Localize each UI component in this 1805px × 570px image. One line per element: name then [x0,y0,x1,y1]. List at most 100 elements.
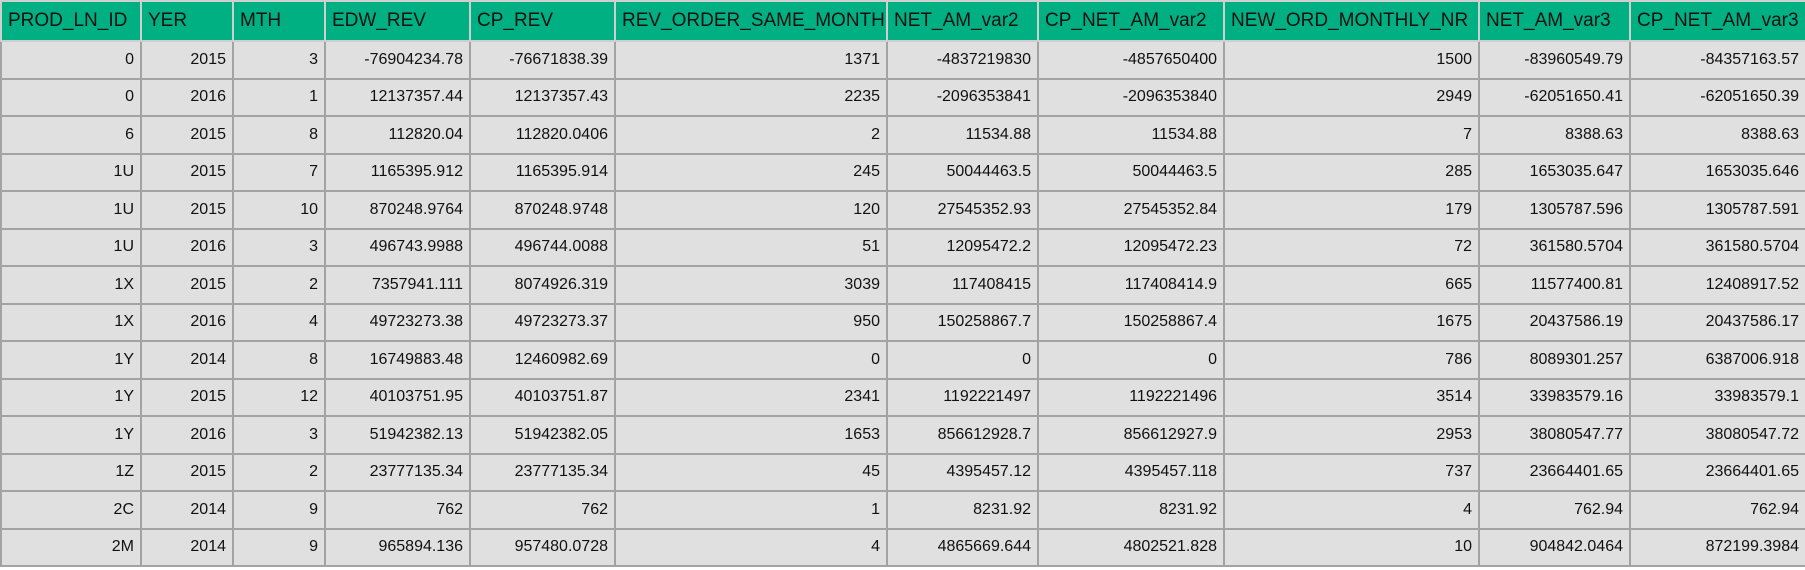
cell-new-ord-monthly-nr[interactable]: 2953 [1223,415,1480,455]
cell-cp-rev[interactable]: 12137357.43 [469,77,616,117]
cell-cp-net-am-var2[interactable]: 11534.88 [1037,115,1225,155]
cell-new-ord-monthly-nr[interactable]: 786 [1223,340,1480,380]
table-row[interactable]: 0 2015 3 -76904234.78 -76671838.39 1371 -48372… [0,40,1805,80]
cell-rev-order-same-month[interactable]: 2341 [614,377,888,417]
cell-yer[interactable]: 2015 [140,115,234,155]
cell-yer[interactable]: 2016 [140,302,234,342]
cell-prod-ln-id[interactable]: 1Y [0,415,142,455]
cell-cp-rev[interactable]: 51942382.05 [469,415,616,455]
cell-cp-net-am-var2[interactable]: -4857650400 [1037,40,1225,80]
column-header-new-ord-monthly-nr[interactable]: NEW_ORD_MONTHLY_NR [1223,0,1480,42]
cell-new-ord-monthly-nr[interactable]: 3514 [1223,377,1480,417]
cell-cp-net-am-var3[interactable]: 361580.5704 [1629,227,1805,267]
cell-cp-rev[interactable]: 12460982.69 [469,340,616,380]
cell-cp-net-am-var3[interactable]: 8388.63 [1629,115,1805,155]
cell-prod-ln-id[interactable]: 2C [0,490,142,530]
cell-net-am-var3[interactable]: 38080547.77 [1478,415,1631,455]
table-row[interactable]: 2M 2014 9 965894.136 957480.0728 4 4865669.644… [0,527,1805,567]
table-row[interactable]: 6 2015 8 112820.04 112820.0406 2 11534.88 11534… [0,115,1805,155]
cell-cp-rev[interactable]: -76671838.39 [469,40,616,80]
cell-edw-rev[interactable]: 965894.136 [324,527,471,567]
cell-cp-rev[interactable]: 112820.0406 [469,115,616,155]
cell-cp-rev[interactable]: 49723273.37 [469,302,616,342]
cell-net-am-var3[interactable]: 762.94 [1478,490,1631,530]
cell-cp-net-am-var3[interactable]: 23664401.65 [1629,452,1805,492]
cell-rev-order-same-month[interactable]: 1 [614,490,888,530]
table-row[interactable]: 1U 2016 3 496743.9988 496744.0088 51 12095472.… [0,227,1805,267]
cell-mth[interactable]: 1 [232,77,326,117]
cell-cp-net-am-var2[interactable]: 117408414.9 [1037,265,1225,305]
cell-new-ord-monthly-nr[interactable]: 2949 [1223,77,1480,117]
cell-prod-ln-id[interactable]: 1U [0,227,142,267]
cell-cp-rev[interactable]: 23777135.34 [469,452,616,492]
cell-cp-net-am-var3[interactable]: 33983579.1 [1629,377,1805,417]
cell-net-am-var3[interactable]: 361580.5704 [1478,227,1631,267]
cell-cp-rev[interactable]: 1165395.914 [469,152,616,192]
cell-prod-ln-id[interactable]: 1Y [0,377,142,417]
cell-rev-order-same-month[interactable]: 2235 [614,77,888,117]
cell-mth[interactable]: 3 [232,227,326,267]
cell-net-am-var2[interactable]: 0 [886,340,1039,380]
cell-edw-rev[interactable]: 40103751.95 [324,377,471,417]
cell-mth[interactable]: 12 [232,377,326,417]
cell-rev-order-same-month[interactable]: 120 [614,190,888,230]
cell-edw-rev[interactable]: 870248.9764 [324,190,471,230]
cell-cp-net-am-var2[interactable]: 150258867.4 [1037,302,1225,342]
cell-rev-order-same-month[interactable]: 45 [614,452,888,492]
cell-cp-net-am-var3[interactable]: 1653035.646 [1629,152,1805,192]
table-row[interactable]: 1Y 2014 8 16749883.48 12460982.69 0 0 0 786 80893… [0,340,1805,380]
cell-edw-rev[interactable]: -76904234.78 [324,40,471,80]
cell-cp-net-am-var3[interactable]: 872199.3984 [1629,527,1805,567]
cell-cp-rev[interactable]: 496744.0088 [469,227,616,267]
table-row[interactable]: 1X 2016 4 49723273.38 49723273.37 950 15025886… [0,302,1805,342]
cell-net-am-var2[interactable]: 12095472.2 [886,227,1039,267]
cell-rev-order-same-month[interactable]: 1653 [614,415,888,455]
cell-edw-rev[interactable]: 762 [324,490,471,530]
cell-mth[interactable]: 8 [232,115,326,155]
cell-net-am-var3[interactable]: 904842.0464 [1478,527,1631,567]
cell-yer[interactable]: 2015 [140,265,234,305]
cell-cp-rev[interactable]: 8074926.319 [469,265,616,305]
cell-new-ord-monthly-nr[interactable]: 10 [1223,527,1480,567]
table-row[interactable]: 1X 2015 2 7357941.111 8074926.319 3039 1174084… [0,265,1805,305]
cell-prod-ln-id[interactable]: 1Z [0,452,142,492]
cell-mth[interactable]: 3 [232,415,326,455]
cell-new-ord-monthly-nr[interactable]: 1500 [1223,40,1480,80]
cell-cp-net-am-var3[interactable]: 20437586.17 [1629,302,1805,342]
cell-yer[interactable]: 2015 [140,40,234,80]
cell-cp-net-am-var2[interactable]: 8231.92 [1037,490,1225,530]
cell-edw-rev[interactable]: 23777135.34 [324,452,471,492]
table-row[interactable]: 0 2016 1 12137357.44 12137357.43 2235 -2096353… [0,77,1805,117]
cell-net-am-var2[interactable]: 4865669.644 [886,527,1039,567]
column-header-yer[interactable]: YER [140,0,234,42]
cell-net-am-var2[interactable]: 1192221497 [886,377,1039,417]
cell-mth[interactable]: 3 [232,40,326,80]
cell-yer[interactable]: 2015 [140,377,234,417]
cell-new-ord-monthly-nr[interactable]: 1675 [1223,302,1480,342]
cell-net-am-var3[interactable]: 8089301.257 [1478,340,1631,380]
cell-prod-ln-id[interactable]: 1U [0,190,142,230]
cell-edw-rev[interactable]: 1165395.912 [324,152,471,192]
cell-edw-rev[interactable]: 112820.04 [324,115,471,155]
cell-new-ord-monthly-nr[interactable]: 7 [1223,115,1480,155]
cell-cp-rev[interactable]: 870248.9748 [469,190,616,230]
cell-net-am-var3[interactable]: -83960549.79 [1478,40,1631,80]
cell-new-ord-monthly-nr[interactable]: 737 [1223,452,1480,492]
cell-cp-net-am-var3[interactable]: 762.94 [1629,490,1805,530]
cell-prod-ln-id[interactable]: 6 [0,115,142,155]
cell-mth[interactable]: 4 [232,302,326,342]
cell-yer[interactable]: 2014 [140,340,234,380]
cell-yer[interactable]: 2015 [140,152,234,192]
column-header-rev-order-same-month[interactable]: REV_ORDER_SAME_MONTH [614,0,888,42]
cell-net-am-var3[interactable]: 8388.63 [1478,115,1631,155]
cell-prod-ln-id[interactable]: 2M [0,527,142,567]
column-header-prod-ln-id[interactable]: PROD_LN_ID [0,0,142,42]
cell-net-am-var2[interactable]: 4395457.12 [886,452,1039,492]
cell-net-am-var2[interactable]: -2096353841 [886,77,1039,117]
cell-prod-ln-id[interactable]: 1Y [0,340,142,380]
cell-yer[interactable]: 2016 [140,77,234,117]
cell-cp-net-am-var3[interactable]: 1305787.591 [1629,190,1805,230]
cell-cp-net-am-var2[interactable]: 50044463.5 [1037,152,1225,192]
cell-mth[interactable]: 8 [232,340,326,380]
cell-prod-ln-id[interactable]: 1X [0,265,142,305]
